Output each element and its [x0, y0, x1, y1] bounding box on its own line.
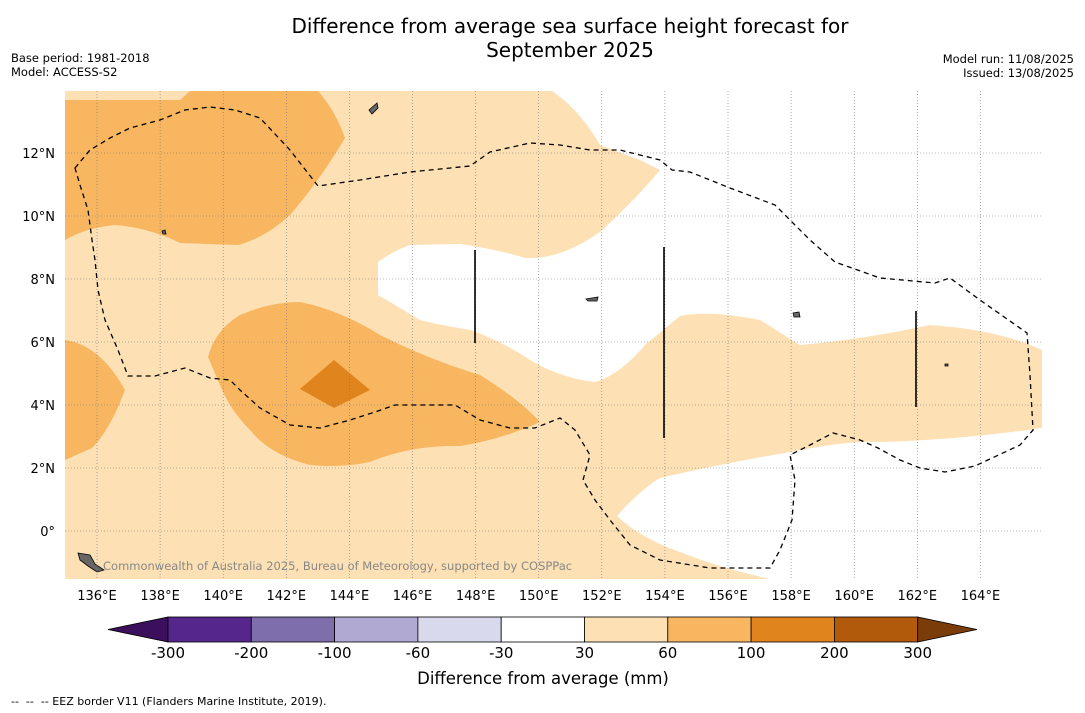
island-kosrae	[944, 363, 949, 367]
lon-tick-label: 146°E	[393, 589, 433, 604]
neutral-region-north	[378, 91, 1042, 382]
gridlines	[65, 91, 1042, 579]
colorbar-tick: 300	[903, 644, 932, 662]
lon-tick-label: 148°E	[456, 589, 496, 604]
map-title: Difference from average sea surface heig…	[0, 14, 1085, 62]
colorbar-segment	[500, 616, 585, 643]
boundary-lines	[474, 247, 917, 438]
anomaly-60-100-northwest	[65, 91, 345, 245]
lon-tick-label: 164°E	[961, 589, 1001, 604]
island-guam	[368, 102, 379, 115]
lon-tick-label: 158°E	[771, 589, 811, 604]
lat-tick-label: 6°N	[31, 336, 56, 351]
anomaly-60-100-west	[65, 340, 125, 460]
base-period: Base period: 1981-2018	[11, 51, 150, 65]
issued-date: Issued: 13/08/2025	[963, 66, 1074, 80]
colorbar-tick-labels: -300 -200 -100 -60 -30 30 60 100 200 300	[151, 644, 932, 662]
lon-tick-label: 162°E	[898, 589, 938, 604]
colorbar-tick: -300	[151, 644, 185, 662]
colorbar-segment	[584, 616, 669, 643]
lat-tick-label: 0°	[40, 525, 55, 540]
colorbar-tick: -100	[318, 644, 352, 662]
eez-footnote: -- -- -- EEZ border V11 (Flanders Marine…	[11, 695, 327, 708]
lon-tick-label: 152°E	[582, 589, 622, 604]
model-run: Model run: 11/08/2025	[942, 52, 1074, 66]
colorbar-extend-high	[917, 616, 978, 643]
island-tiny-1	[161, 229, 167, 235]
title-line-1: Difference from average sea surface heig…	[291, 14, 849, 38]
lon-tick-label: 138°E	[140, 589, 180, 604]
islands	[77, 102, 949, 573]
colorbar-segment	[250, 616, 336, 643]
colorbar-segment	[334, 616, 419, 643]
colorbar-tick: -200	[234, 644, 268, 662]
island-chuuk	[585, 296, 599, 302]
lon-tick-label: 144°E	[330, 589, 370, 604]
model-name: Model: ACCESS-S2	[11, 65, 118, 79]
lon-tick-label: 142°E	[267, 589, 307, 604]
lon-tick-label: 150°E	[519, 589, 559, 604]
model-info: Base period: 1981-2018 Model: ACCESS-S2	[11, 51, 150, 79]
anomaly-100-200-central	[300, 360, 370, 408]
lon-tick-label: 160°E	[834, 589, 874, 604]
lon-tick-label: 140°E	[203, 589, 243, 604]
colorbar-title: Difference from average (mm)	[417, 669, 669, 688]
lat-tick-label: 8°N	[31, 273, 56, 288]
colorbar-tick: -30	[489, 644, 514, 662]
map-credit: Commonwealth of Australia 2025, Bureau o…	[103, 559, 572, 573]
colorbar-tick: -60	[406, 644, 431, 662]
longitude-labels: 136°E 138°E 140°E 142°E 144°E 146°E 148°E 150°E…	[77, 589, 1000, 604]
colorbar-tick: 30	[575, 644, 594, 662]
lon-tick-label: 156°E	[708, 589, 748, 604]
colorbar-tick: 200	[820, 644, 849, 662]
colorbar	[107, 616, 978, 643]
lon-tick-label: 154°E	[645, 589, 685, 604]
colorbar-tick: 60	[658, 644, 677, 662]
lat-tick-label: 2°N	[31, 462, 56, 477]
island-pohnpei	[792, 311, 801, 318]
colorbar-segment	[750, 616, 835, 643]
lat-tick-label: 4°N	[31, 399, 56, 414]
lon-tick-label: 136°E	[77, 589, 117, 604]
colorbar-segment	[667, 616, 752, 643]
title-line-2: September 2025	[486, 38, 654, 62]
lat-tick-label: 10°N	[22, 210, 55, 225]
colorbar-segment	[417, 616, 502, 643]
lat-tick-label: 12°N	[22, 147, 55, 162]
island-png-north	[77, 552, 105, 573]
latitude-labels: 12°N 10°N 8°N 6°N 4°N 2°N 0°	[22, 147, 55, 540]
map-area: Commonwealth of Australia 2025, Bureau o…	[65, 91, 1042, 579]
colorbar-extend-low	[107, 616, 169, 643]
colorbar-segment	[834, 616, 919, 643]
colorbar-tick: 100	[737, 644, 766, 662]
colorbar-segment	[167, 616, 252, 643]
run-info: Model run: 11/08/2025 Issued: 13/08/2025	[943, 52, 1074, 80]
neutral-region-south	[617, 428, 1042, 579]
